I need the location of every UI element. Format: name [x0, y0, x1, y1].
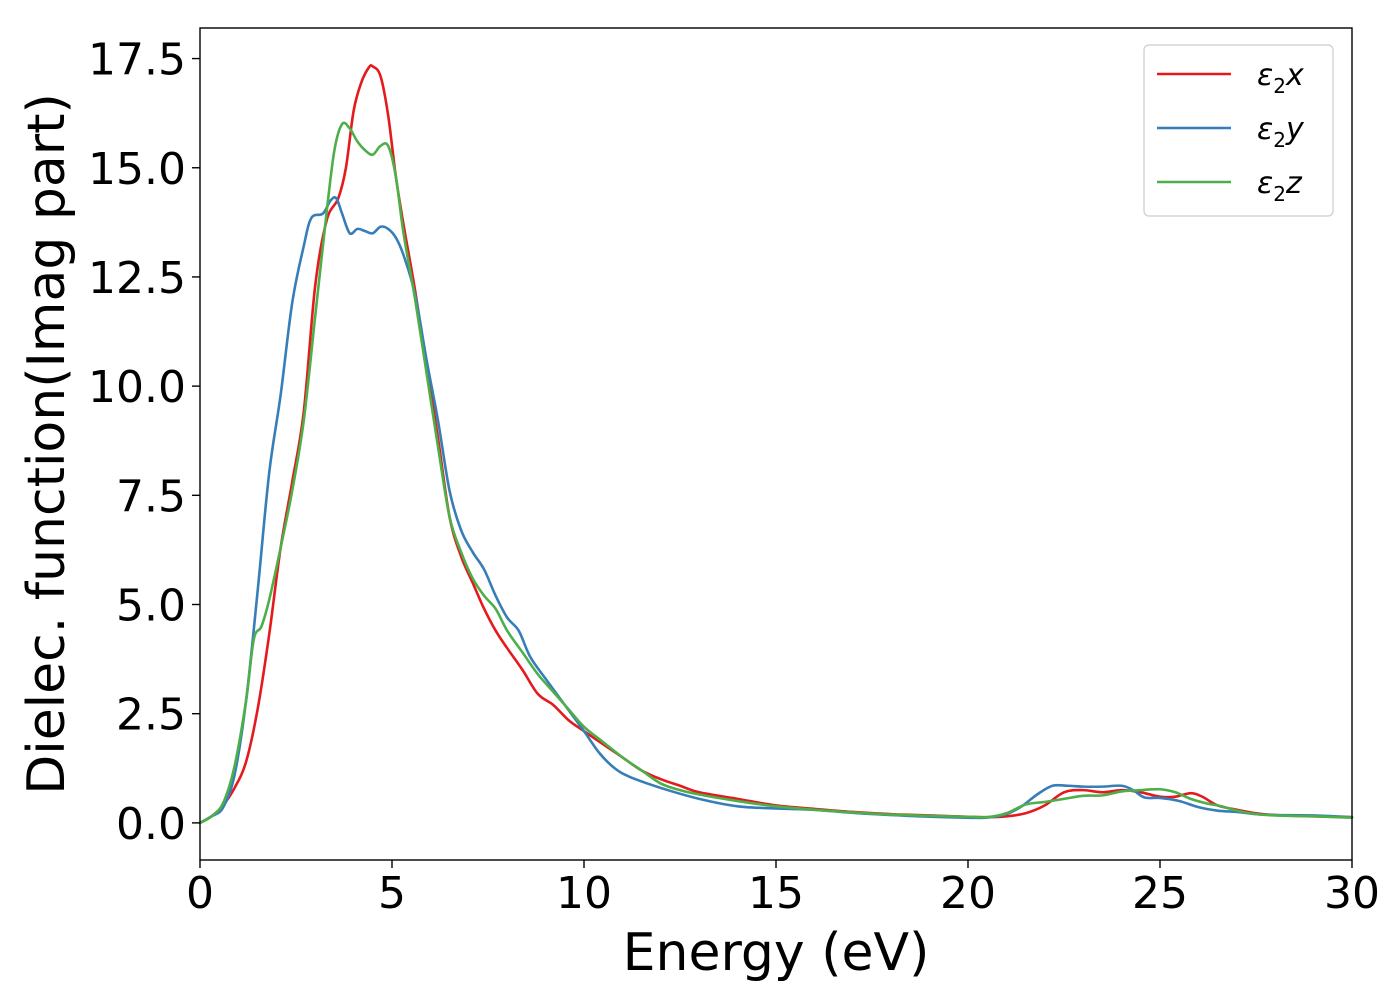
x-tick-label: 20: [940, 868, 996, 919]
series-line-x: [198, 64, 1354, 825]
y-tick-label: 0.0: [116, 799, 186, 850]
legend: ε2x ε2y ε2z: [1143, 44, 1334, 217]
y-axis-label: Dielec. function(Imag part): [17, 93, 77, 795]
x-tick-label: 0: [186, 868, 214, 919]
series-line-y: [198, 196, 1354, 825]
x-tick-label: 10: [556, 868, 612, 919]
y-tick-label: 7.5: [116, 471, 186, 522]
legend-label-y: ε2y: [1257, 112, 1305, 152]
legend-label-z: ε2z: [1257, 166, 1303, 206]
y-axis-ticks: 0.0 2.5 5.0 7.5 10.0 12.5 15.0 17.5: [88, 35, 200, 850]
series-layer: [198, 64, 1354, 825]
y-tick-label: 12.5: [88, 253, 186, 304]
y-tick-label: 5.0: [116, 581, 186, 632]
x-tick-label: 30: [1324, 868, 1380, 919]
x-tick-label: 5: [378, 868, 406, 919]
y-tick-label: 17.5: [88, 35, 186, 86]
series-line-z: [198, 121, 1354, 825]
y-tick-label: 10.0: [88, 362, 186, 413]
x-tick-label: 25: [1132, 868, 1188, 919]
x-tick-label: 15: [748, 868, 804, 919]
y-tick-label: 2.5: [116, 690, 186, 741]
x-axis-label: Energy (eV): [623, 923, 930, 983]
legend-box: [1143, 44, 1334, 217]
y-tick-label: 15.0: [88, 144, 186, 195]
x-axis-ticks: 0 5 10 15 20 25 30: [186, 860, 1380, 919]
legend-label-x: ε2x: [1257, 58, 1304, 98]
